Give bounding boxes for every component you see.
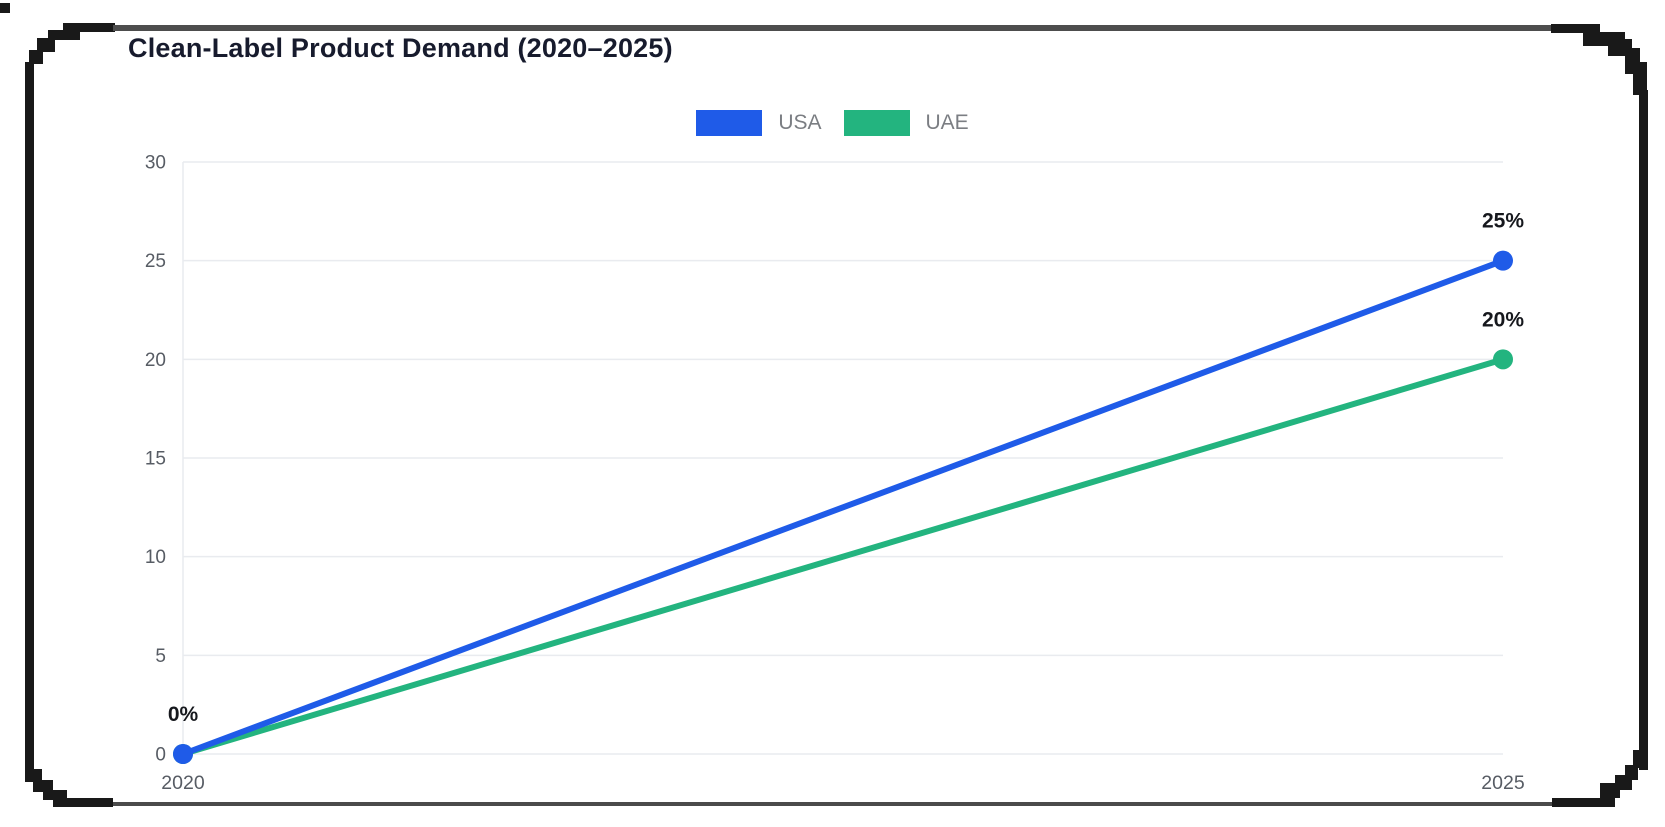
- chart-title: Clean-Label Product Demand (2020–2025): [128, 33, 673, 63]
- y-tick-label: 5: [155, 646, 166, 667]
- x-axis-label: 2025: [1481, 772, 1525, 794]
- y-tick-label: 20: [145, 350, 166, 371]
- legend-item-uae[interactable]: UAE: [843, 110, 969, 136]
- legend-swatch-usa: [696, 110, 763, 136]
- data-label: 0%: [168, 703, 199, 726]
- data-point-usa-2020[interactable]: [173, 744, 193, 764]
- legend-item-usa[interactable]: USA: [696, 110, 822, 136]
- legend-label: USA: [778, 111, 822, 134]
- y-tick-label: 30: [145, 153, 166, 174]
- y-tick-label: 15: [145, 449, 166, 470]
- data-label: 20%: [1482, 308, 1524, 331]
- series-line-uae: [180, 356, 1506, 757]
- data-point-uae-2025[interactable]: [1493, 349, 1513, 370]
- data-label: 25%: [1482, 210, 1524, 233]
- x-axis-label: 2020: [161, 772, 205, 794]
- y-tick-label: 10: [145, 547, 166, 568]
- series-line-usa: [180, 257, 1506, 757]
- frame-artifact-square: [0, 3, 10, 13]
- legend-label: UAE: [925, 111, 969, 134]
- data-point-usa-2025[interactable]: [1493, 250, 1513, 271]
- chart-legend: USA UAE: [0, 110, 1665, 136]
- y-tick-label: 25: [145, 251, 166, 272]
- y-tick-label: 0: [155, 745, 166, 766]
- legend-swatch-uae: [843, 110, 910, 136]
